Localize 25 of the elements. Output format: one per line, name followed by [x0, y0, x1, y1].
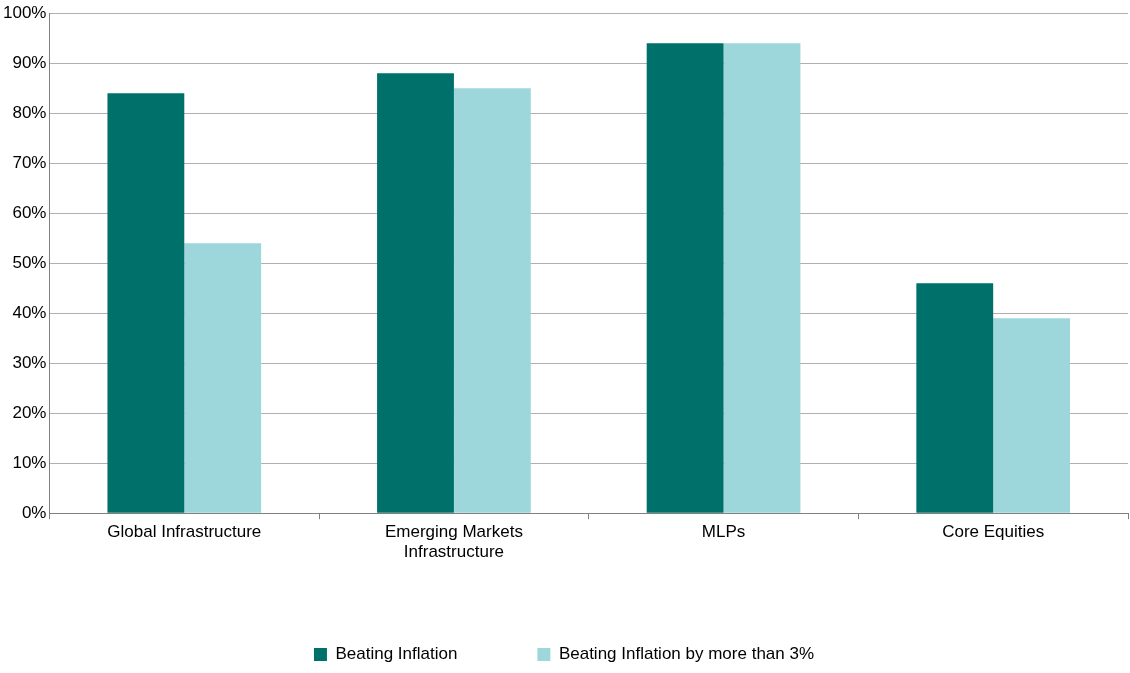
legend-label: Beating Inflation — [335, 644, 458, 664]
y-tick-label: 100% — [3, 2, 47, 22]
x-tick-label: Global Infrastructure — [107, 522, 262, 542]
y-tick-label: 30% — [12, 352, 47, 372]
x-tick-label: MLPs — [701, 522, 746, 542]
y-tick-label: 70% — [12, 152, 47, 172]
y-tick-label: 90% — [12, 52, 47, 72]
bar — [377, 73, 454, 513]
y-tick-label: 20% — [12, 402, 47, 422]
bar — [993, 318, 1071, 513]
bar — [453, 88, 531, 513]
legend-label: Beating Inflation by more than 3% — [558, 644, 815, 664]
y-tick-label: 80% — [12, 102, 47, 122]
x-tick-label: Emerging Markets Infrastructure — [384, 522, 523, 562]
bar — [107, 93, 185, 513]
y-tick-label: 50% — [12, 252, 47, 272]
y-tick-label: 40% — [12, 302, 47, 322]
bar — [646, 43, 724, 513]
bar — [723, 43, 801, 513]
x-tick-label: Core Equities — [942, 522, 1045, 542]
y-tick-label: 10% — [12, 452, 47, 472]
bar — [916, 283, 994, 513]
y-tick-label: 0% — [21, 502, 47, 522]
bar — [184, 243, 262, 513]
y-tick-label: 60% — [12, 202, 47, 222]
